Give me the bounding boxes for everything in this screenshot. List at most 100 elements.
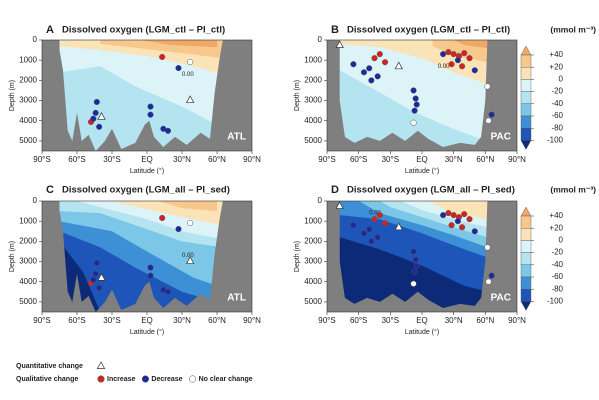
- colorbar-label: -40: [551, 99, 563, 108]
- topography: [327, 40, 517, 151]
- colorbar-band: [520, 91, 532, 104]
- colorbar-label: +40: [549, 50, 563, 59]
- colorbar-band: [520, 54, 532, 68]
- colorbar-band: [520, 227, 532, 241]
- point-marker: [445, 210, 452, 217]
- legend-label: Increase: [107, 376, 136, 383]
- x-tick-label: 30°N: [445, 155, 463, 164]
- field-band: [59, 231, 217, 312]
- point-marker: [485, 117, 492, 124]
- contour-label: 0.00: [369, 211, 381, 217]
- triangle-marker: [394, 61, 403, 70]
- field: [327, 201, 517, 312]
- x-tick-label: 60°S: [350, 155, 367, 164]
- contour-label: 0.00: [182, 253, 194, 259]
- colorbar-label: -80: [551, 284, 563, 293]
- point-marker: [93, 98, 100, 106]
- point-marker: [459, 63, 466, 70]
- colorbar-band: [520, 79, 532, 92]
- basin-label: PAC: [491, 293, 511, 304]
- triangle-marker: [394, 222, 403, 231]
- colorbar-band: [520, 264, 532, 278]
- markers: [87, 53, 195, 134]
- point-marker: [90, 276, 97, 283]
- panel-letter: D: [331, 184, 339, 196]
- panel-letter: A: [46, 24, 54, 36]
- point-marker: [92, 109, 99, 116]
- y-tick-label: 3000: [304, 96, 322, 105]
- point-marker: [411, 268, 418, 275]
- x-tick-label: 30°S: [103, 155, 120, 164]
- point-marker: [175, 226, 182, 233]
- y-axis-label: Depth (m): [294, 241, 301, 272]
- markers: [335, 40, 495, 126]
- point-marker: [360, 69, 367, 76]
- point-marker: [488, 111, 495, 118]
- colorbar-band: [520, 276, 532, 290]
- y-tick-label: 1000: [304, 216, 322, 225]
- y-tick-label: 0: [33, 196, 38, 205]
- y-tick-label: 2000: [19, 236, 37, 245]
- point-marker: [376, 51, 383, 58]
- x-tick-label: 60°N: [476, 155, 494, 164]
- point-marker: [448, 61, 455, 68]
- legend-marker: [189, 375, 197, 383]
- field: [42, 201, 252, 312]
- point-marker: [440, 51, 447, 58]
- point-marker: [454, 57, 461, 64]
- y-tick-label: 4000: [304, 277, 322, 286]
- point-marker: [459, 224, 466, 231]
- point-marker: [440, 212, 447, 219]
- x-tick-label: 90°N: [508, 155, 526, 164]
- point-marker: [454, 218, 461, 225]
- point-marker: [410, 248, 417, 255]
- y-tick-label: 1000: [19, 216, 37, 225]
- colorbar-label: +40: [549, 211, 563, 220]
- point-marker: [147, 264, 154, 271]
- colorbar-label: -20: [551, 248, 563, 257]
- x-tick-label: 30°N: [173, 316, 191, 325]
- colorbar-label: -60: [551, 111, 563, 120]
- point-marker: [413, 262, 420, 269]
- x-axis-label: Latitude (°): [130, 328, 164, 336]
- point-marker: [471, 67, 478, 74]
- point-marker: [147, 272, 154, 279]
- x-axis-label: Latitude (°): [130, 167, 164, 175]
- point-marker: [90, 115, 97, 122]
- x-tick-label: EQ: [141, 316, 153, 325]
- point-marker: [147, 103, 154, 110]
- colorbar-cap: [520, 301, 532, 311]
- triangle-marker: [97, 272, 106, 281]
- point-marker: [374, 73, 381, 80]
- legend-label: No clear change: [199, 376, 253, 383]
- point-marker: [461, 50, 468, 57]
- x-tick-label: 30°N: [445, 316, 463, 325]
- basin-label: PAC: [491, 132, 511, 143]
- y-tick-label: 3000: [19, 96, 37, 105]
- x-tick-label: 90°N: [508, 316, 526, 325]
- y-tick-label: 5000: [304, 297, 322, 306]
- x-tick-label: 90°S: [318, 155, 335, 164]
- x-axis-label: Latitude (°): [405, 167, 439, 175]
- x-axis-label: Latitude (°): [405, 328, 439, 336]
- field-band: [339, 70, 486, 151]
- point-marker: [488, 272, 495, 279]
- y-tick-label: 3000: [304, 257, 322, 266]
- point-marker: [382, 220, 389, 227]
- triangle-marker: [97, 111, 106, 120]
- point-marker: [96, 284, 103, 291]
- y-axis-label: Depth (m): [9, 80, 16, 111]
- colorbar-band: [520, 127, 532, 141]
- colorbar-band: [520, 115, 532, 129]
- point-marker: [413, 101, 420, 108]
- point-marker: [410, 87, 417, 94]
- point-marker: [445, 49, 452, 56]
- triangle-marker: [185, 95, 195, 103]
- point-marker: [92, 270, 99, 277]
- y-tick-label: 0: [318, 196, 323, 205]
- colorbar-cap: [520, 140, 532, 150]
- x-tick-label: 30°N: [173, 155, 191, 164]
- colorbar-label: -60: [551, 272, 563, 281]
- colorbar-label: -20: [551, 87, 563, 96]
- panel: 0.00 PAC D Dissolved oxygen (LGM_all – PI_s…: [294, 184, 596, 336]
